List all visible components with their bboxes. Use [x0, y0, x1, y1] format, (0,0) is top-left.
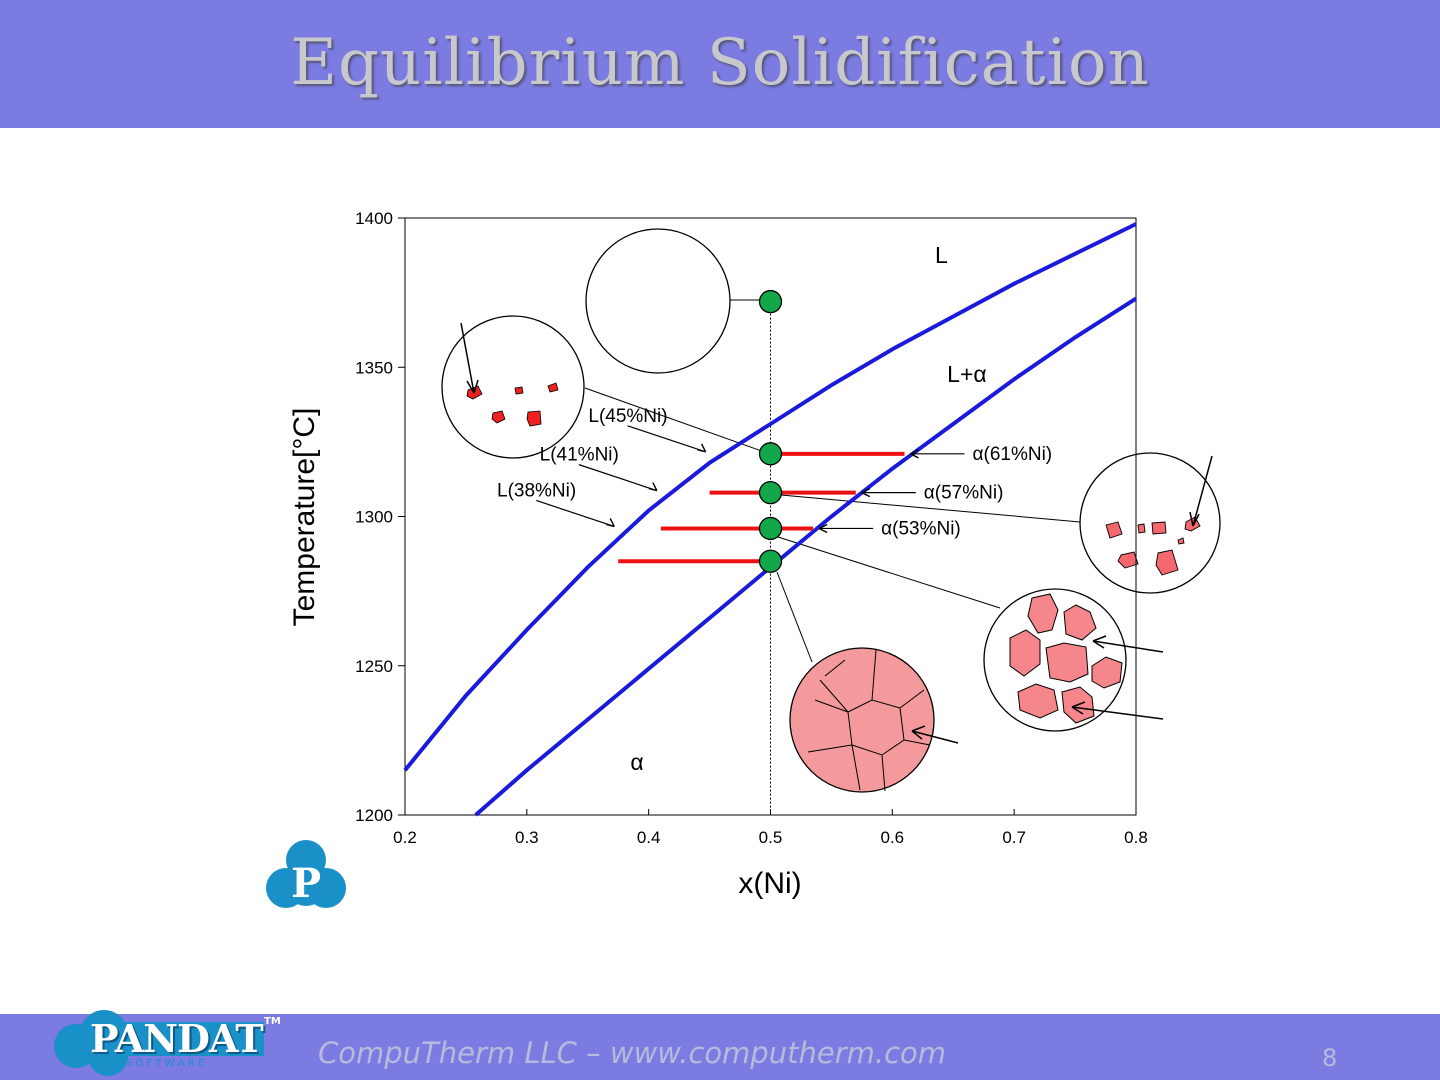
phase-diagram-chart: 0.2 0.3 0.4 0.5 0.6 0.7 0.8 1200 1250 1300 1350 140… — [288, 209, 1221, 900]
annotation-arrowhead — [861, 487, 871, 498]
y-tick-label: 1200 — [355, 806, 393, 825]
liquid-microstructure-circle — [585, 228, 731, 374]
grain — [1151, 521, 1167, 535]
callout-leader — [776, 571, 813, 663]
trademark-mark: TM — [264, 1016, 281, 1027]
grain — [1137, 523, 1146, 534]
x-tick-label: 0.2 — [393, 828, 417, 847]
annotation-arrowhead — [697, 443, 707, 453]
title-banner — [0, 0, 1440, 128]
pandat-p-logo: P — [266, 840, 346, 914]
solid-composition-label: α(53%Ni) — [881, 518, 961, 539]
grain-boundary-arrow — [911, 730, 959, 744]
phase-region-label: L+α — [947, 361, 987, 387]
phase-region-label: α — [630, 749, 643, 775]
grain — [1063, 604, 1097, 641]
solid-composition-label: α(61%Ni) — [973, 444, 1053, 465]
annotation-arrow — [578, 464, 658, 492]
annotation-arrowhead — [910, 449, 919, 459]
annotation-arrowhead — [818, 523, 828, 534]
state-point — [758, 480, 783, 505]
y-tick-label: 1250 — [355, 657, 393, 676]
grain — [1027, 593, 1059, 634]
pandat-logo-subtitle: S O F T W A R E — [126, 1058, 205, 1069]
state-point — [758, 549, 783, 573]
state-point — [758, 289, 783, 314]
arrow-head — [911, 725, 926, 740]
solid-microstructure-circle — [789, 647, 935, 793]
nucleus — [547, 382, 559, 393]
annotation-arrowhead — [606, 518, 615, 528]
slide-title: Equilibrium Solidification — [290, 26, 1150, 100]
callout-leader — [774, 535, 1001, 609]
y-tick-label: 1400 — [355, 209, 393, 228]
grain — [1177, 537, 1185, 545]
pandat-software-logo: PANDAT TM S O F T W A R E — [46, 1002, 286, 1078]
nucleus — [526, 410, 542, 427]
x-tick-label: 0.7 — [1002, 828, 1026, 847]
liquid-composition-label: L(41%Ni) — [540, 445, 619, 466]
x-tick-label: 0.5 — [759, 828, 783, 847]
grain — [1117, 551, 1139, 569]
nucleation-microstructure-circle — [441, 315, 585, 459]
nucleus-arrow — [460, 322, 475, 394]
y-tick-label: 1300 — [355, 508, 393, 527]
arrow-head — [466, 379, 479, 394]
state-point — [758, 516, 783, 541]
callout-leader — [769, 493, 1081, 523]
annotation-arrow — [536, 499, 615, 528]
x-tick-label: 0.6 — [881, 828, 905, 847]
liquidus-line — [403, 222, 1137, 772]
arrow-head — [1189, 511, 1200, 527]
x-tick-label: 0.3 — [515, 828, 539, 847]
y-axis-title: Temperature[°C] — [288, 408, 321, 627]
pandat-logo-text: PANDAT — [90, 1016, 264, 1061]
phase-region-label: L — [935, 242, 948, 268]
x-axis-title: x(Ni) — [738, 867, 801, 900]
grain-boundary — [807, 649, 931, 792]
grain — [1045, 642, 1089, 683]
grain-arrow — [1192, 455, 1213, 527]
grain-arrow — [1071, 706, 1164, 720]
annotation-arrow — [627, 425, 706, 453]
nucleus — [491, 410, 506, 424]
nucleus — [514, 386, 524, 395]
solid-composition-label: α(57%Ni) — [924, 483, 1004, 504]
y-tick-label: 1350 — [355, 358, 393, 377]
arrow-head — [1071, 701, 1086, 715]
grain — [1105, 521, 1123, 539]
grain — [1017, 683, 1059, 719]
solidus-line — [474, 296, 1138, 817]
liquid-composition-label: L(45%Ni) — [588, 406, 667, 427]
liquid-composition-label: L(38%Ni) — [497, 480, 576, 501]
grain — [1091, 656, 1123, 689]
grain — [1155, 549, 1179, 576]
early-growth-microstructure-circle — [1079, 452, 1221, 594]
x-tick-label: 0.4 — [637, 828, 661, 847]
arrow-head — [1092, 635, 1107, 649]
annotation-arrowhead — [648, 482, 658, 492]
plot-area: 0.2 0.3 0.4 0.5 0.6 0.7 0.8 1200 1250 1300 1350 140… — [288, 209, 1148, 900]
footer-text: CompuTherm LLC – www.computherm.com — [318, 1036, 947, 1070]
p-logo-letter: P — [290, 860, 322, 907]
grain — [1009, 629, 1041, 677]
grain-arrow — [1092, 640, 1164, 653]
page-number: 8 — [1322, 1044, 1338, 1072]
x-tick-label: 0.8 — [1124, 828, 1148, 847]
state-point — [758, 442, 783, 466]
microstructure-callouts — [441, 228, 1221, 793]
